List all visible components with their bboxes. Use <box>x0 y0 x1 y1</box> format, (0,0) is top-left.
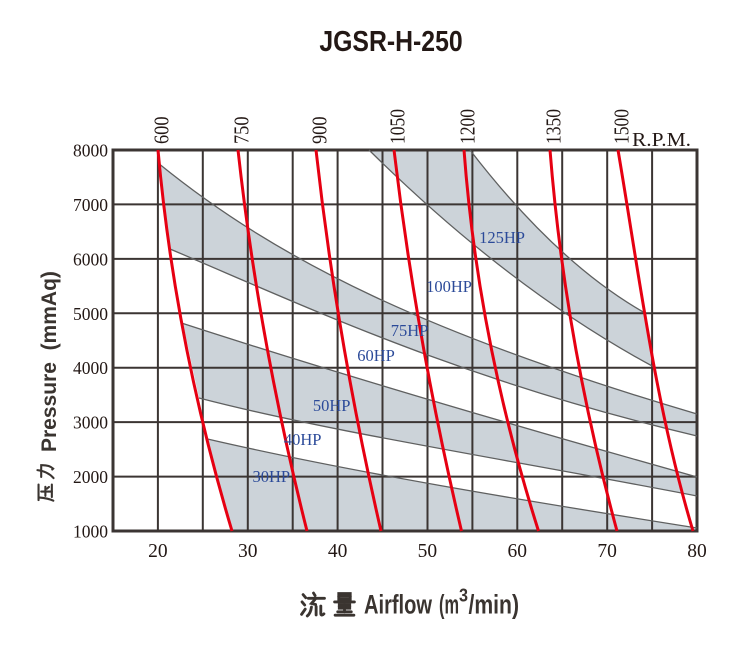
svg-text:125HP: 125HP <box>479 228 525 247</box>
svg-text:1500: 1500 <box>610 109 634 144</box>
svg-text:50HP: 50HP <box>313 396 351 415</box>
svg-text:Airflow: Airflow <box>364 590 433 620</box>
svg-text:40: 40 <box>328 541 348 562</box>
svg-text:1350: 1350 <box>542 109 566 144</box>
svg-text:20: 20 <box>148 541 168 562</box>
svg-text:6000: 6000 <box>73 249 108 269</box>
svg-text:80: 80 <box>687 541 707 562</box>
svg-text:5000: 5000 <box>73 304 108 324</box>
svg-text:30: 30 <box>238 541 258 562</box>
svg-text:1050: 1050 <box>386 109 410 144</box>
svg-text:(m: (m <box>439 590 459 620</box>
svg-text:8000: 8000 <box>73 141 108 161</box>
svg-text:75HP: 75HP <box>391 321 429 340</box>
svg-text:4000: 4000 <box>73 358 108 378</box>
svg-text:1200: 1200 <box>456 109 480 144</box>
svg-text:3: 3 <box>459 586 468 606</box>
svg-text:40HP: 40HP <box>284 430 322 449</box>
svg-text:/min): /min) <box>469 590 520 620</box>
svg-text:60: 60 <box>508 541 528 562</box>
svg-text:3000: 3000 <box>73 413 108 433</box>
svg-text:Pressure (mmAq): Pressure (mmAq) <box>38 271 61 452</box>
svg-text:30HP: 30HP <box>253 467 291 486</box>
svg-text:1000: 1000 <box>73 522 108 542</box>
svg-text:100HP: 100HP <box>426 277 472 296</box>
svg-text:60HP: 60HP <box>357 346 395 365</box>
svg-text:900: 900 <box>308 117 332 145</box>
svg-text:750: 750 <box>230 117 254 145</box>
svg-text:R.P.M.: R.P.M. <box>632 130 691 151</box>
svg-text:7000: 7000 <box>73 195 108 215</box>
svg-text:2000: 2000 <box>73 467 108 487</box>
svg-text:50: 50 <box>418 541 438 562</box>
svg-text:600: 600 <box>150 117 174 145</box>
svg-text:70: 70 <box>597 541 617 562</box>
